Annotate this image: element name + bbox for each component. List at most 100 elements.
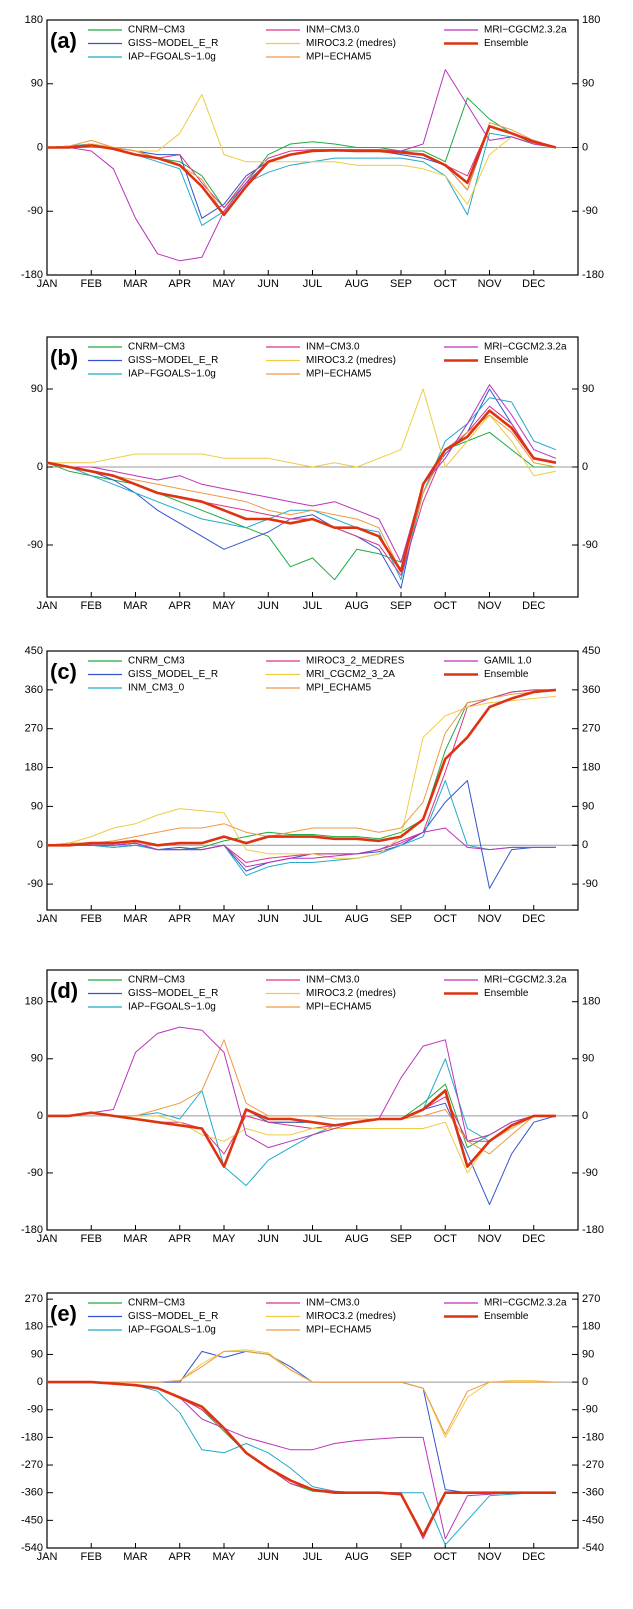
y2-tick-label: 0 — [582, 1376, 588, 1388]
x-tick-label: FEB — [81, 1551, 102, 1563]
x-tick-label: MAR — [123, 913, 148, 925]
series-line — [46, 388, 556, 589]
x-tick-label: SEP — [390, 278, 412, 290]
series-line — [47, 1380, 556, 1537]
y2-tick-label: 270 — [582, 1293, 600, 1305]
y-tick-label: -90 — [27, 1404, 43, 1416]
legend-label: GISS−MODEL_E_R — [128, 355, 218, 366]
y-tick-label: -90 — [27, 205, 43, 217]
x-tick-label: AUG — [345, 600, 369, 612]
legend-label: IAP−FGOALS−1.0g — [128, 52, 216, 63]
x-tick-label: JUL — [303, 1551, 323, 1563]
legend-label: GISS−MODEL_E_R — [128, 988, 218, 999]
legend-label: INM−CM3.0 — [306, 25, 360, 36]
y2-tick-label: 90 — [582, 383, 594, 395]
legend-label: CNRM−CM3 — [128, 1298, 185, 1309]
legend-label: Ensemble — [484, 38, 529, 49]
y-tick-label: 180 — [25, 14, 43, 26]
legend-label: MRI_CGCM2_3_2A — [306, 669, 395, 680]
legend-label: GISS−MODEL_E_R — [128, 38, 218, 49]
x-tick-label: JAN — [37, 278, 58, 290]
y2-tick-label: 270 — [582, 723, 600, 735]
x-tick-label: DEC — [522, 1233, 545, 1245]
legend-label: IAP−FGOALS−1.0g — [128, 1325, 216, 1336]
x-tick-label: SEP — [390, 1551, 412, 1563]
series-line — [47, 69, 556, 262]
y2-tick-label: 0 — [582, 141, 588, 153]
x-tick-label: OCT — [434, 913, 458, 925]
x-tick-label: NOV — [478, 913, 503, 925]
x-tick-label: JUL — [303, 1233, 323, 1245]
y2-tick-label: 90 — [582, 1053, 594, 1065]
legend-label: IAP−FGOALS−1.0g — [128, 1002, 216, 1013]
x-tick-label: FEB — [81, 913, 102, 925]
legend-label: MRI−CGCM2.3.2a — [484, 342, 567, 353]
x-tick-label: JUL — [303, 278, 323, 290]
series-line — [47, 1350, 556, 1435]
legend-label: Ensemble — [484, 669, 529, 680]
legend-label: MIROC3.2 (medres) — [306, 1311, 396, 1322]
legend-label: MPI−ECHAM5 — [306, 1325, 372, 1336]
x-tick-label: MAR — [123, 600, 148, 612]
y-tick-label: -90 — [27, 1167, 43, 1179]
x-tick-label: DEC — [522, 278, 545, 290]
series-line — [47, 1381, 556, 1540]
panel-label: (c) — [50, 659, 77, 684]
y-tick-label: -450 — [21, 1514, 43, 1526]
y2-tick-label: -90 — [582, 1404, 598, 1416]
series-line — [47, 1089, 556, 1168]
y-tick-label: -180 — [21, 1224, 43, 1236]
x-tick-label: DEC — [522, 1551, 545, 1563]
x-tick-label: APR — [168, 913, 191, 925]
legend-label: MPI−ECHAM5 — [306, 1002, 372, 1013]
y-tick-label: -360 — [21, 1487, 43, 1499]
legend-label: INM_CM3_0 — [128, 683, 185, 694]
series-line — [47, 388, 556, 477]
y2-tick-label: -360 — [582, 1487, 604, 1499]
x-tick-label: AUG — [345, 1551, 369, 1563]
y-tick-label: 360 — [25, 684, 43, 696]
x-tick-label: JAN — [37, 1233, 58, 1245]
series-line — [47, 125, 557, 209]
x-tick-label: JUN — [258, 1233, 279, 1245]
legend-label: CNRM−CM3 — [128, 342, 185, 353]
x-tick-label: NOV — [478, 1233, 503, 1245]
legend-label: Ensemble — [484, 355, 529, 366]
y2-tick-label: 0 — [582, 839, 588, 851]
x-tick-label: OCT — [434, 600, 458, 612]
panel-label: (b) — [50, 345, 78, 370]
panel-label: (e) — [50, 1301, 77, 1326]
y2-tick-label: 450 — [582, 645, 600, 657]
y2-tick-label: -90 — [582, 205, 598, 217]
y2-tick-label: 180 — [582, 996, 600, 1008]
y-tick-label: 0 — [37, 839, 43, 851]
y-tick-label: 90 — [31, 78, 43, 90]
series-line — [47, 1381, 556, 1546]
x-tick-label: MAY — [212, 1551, 236, 1563]
legend-label: Ensemble — [484, 1311, 529, 1322]
series-line — [46, 431, 556, 581]
x-tick-label: APR — [168, 600, 191, 612]
legend-label: CNRM−CM3 — [128, 25, 185, 36]
y2-tick-label: -270 — [582, 1459, 604, 1471]
x-tick-label: JAN — [37, 600, 58, 612]
x-tick-label: DEC — [522, 600, 545, 612]
x-tick-label: JAN — [37, 1551, 58, 1563]
legend-label: MIROC3_2_MEDRES — [306, 656, 405, 667]
y-tick-label: 0 — [37, 1110, 43, 1122]
y2-tick-label: 90 — [582, 1348, 594, 1360]
y2-tick-label: -540 — [582, 1542, 604, 1554]
legend-label: MRI−CGCM2.3.2a — [484, 975, 567, 986]
series-line — [47, 1026, 556, 1149]
y2-tick-label: 360 — [582, 684, 600, 696]
legend-label: GISS_MODEL_E_R — [128, 669, 218, 680]
x-tick-label: JUN — [258, 278, 279, 290]
x-tick-label: NOV — [478, 600, 503, 612]
legend-label: MRI−CGCM2.3.2a — [484, 25, 567, 36]
x-tick-label: APR — [168, 1233, 191, 1245]
y-tick-label: 180 — [25, 996, 43, 1008]
y-tick-label: 90 — [31, 1348, 43, 1360]
x-tick-label: MAR — [123, 1551, 148, 1563]
y2-tick-label: 90 — [582, 78, 594, 90]
